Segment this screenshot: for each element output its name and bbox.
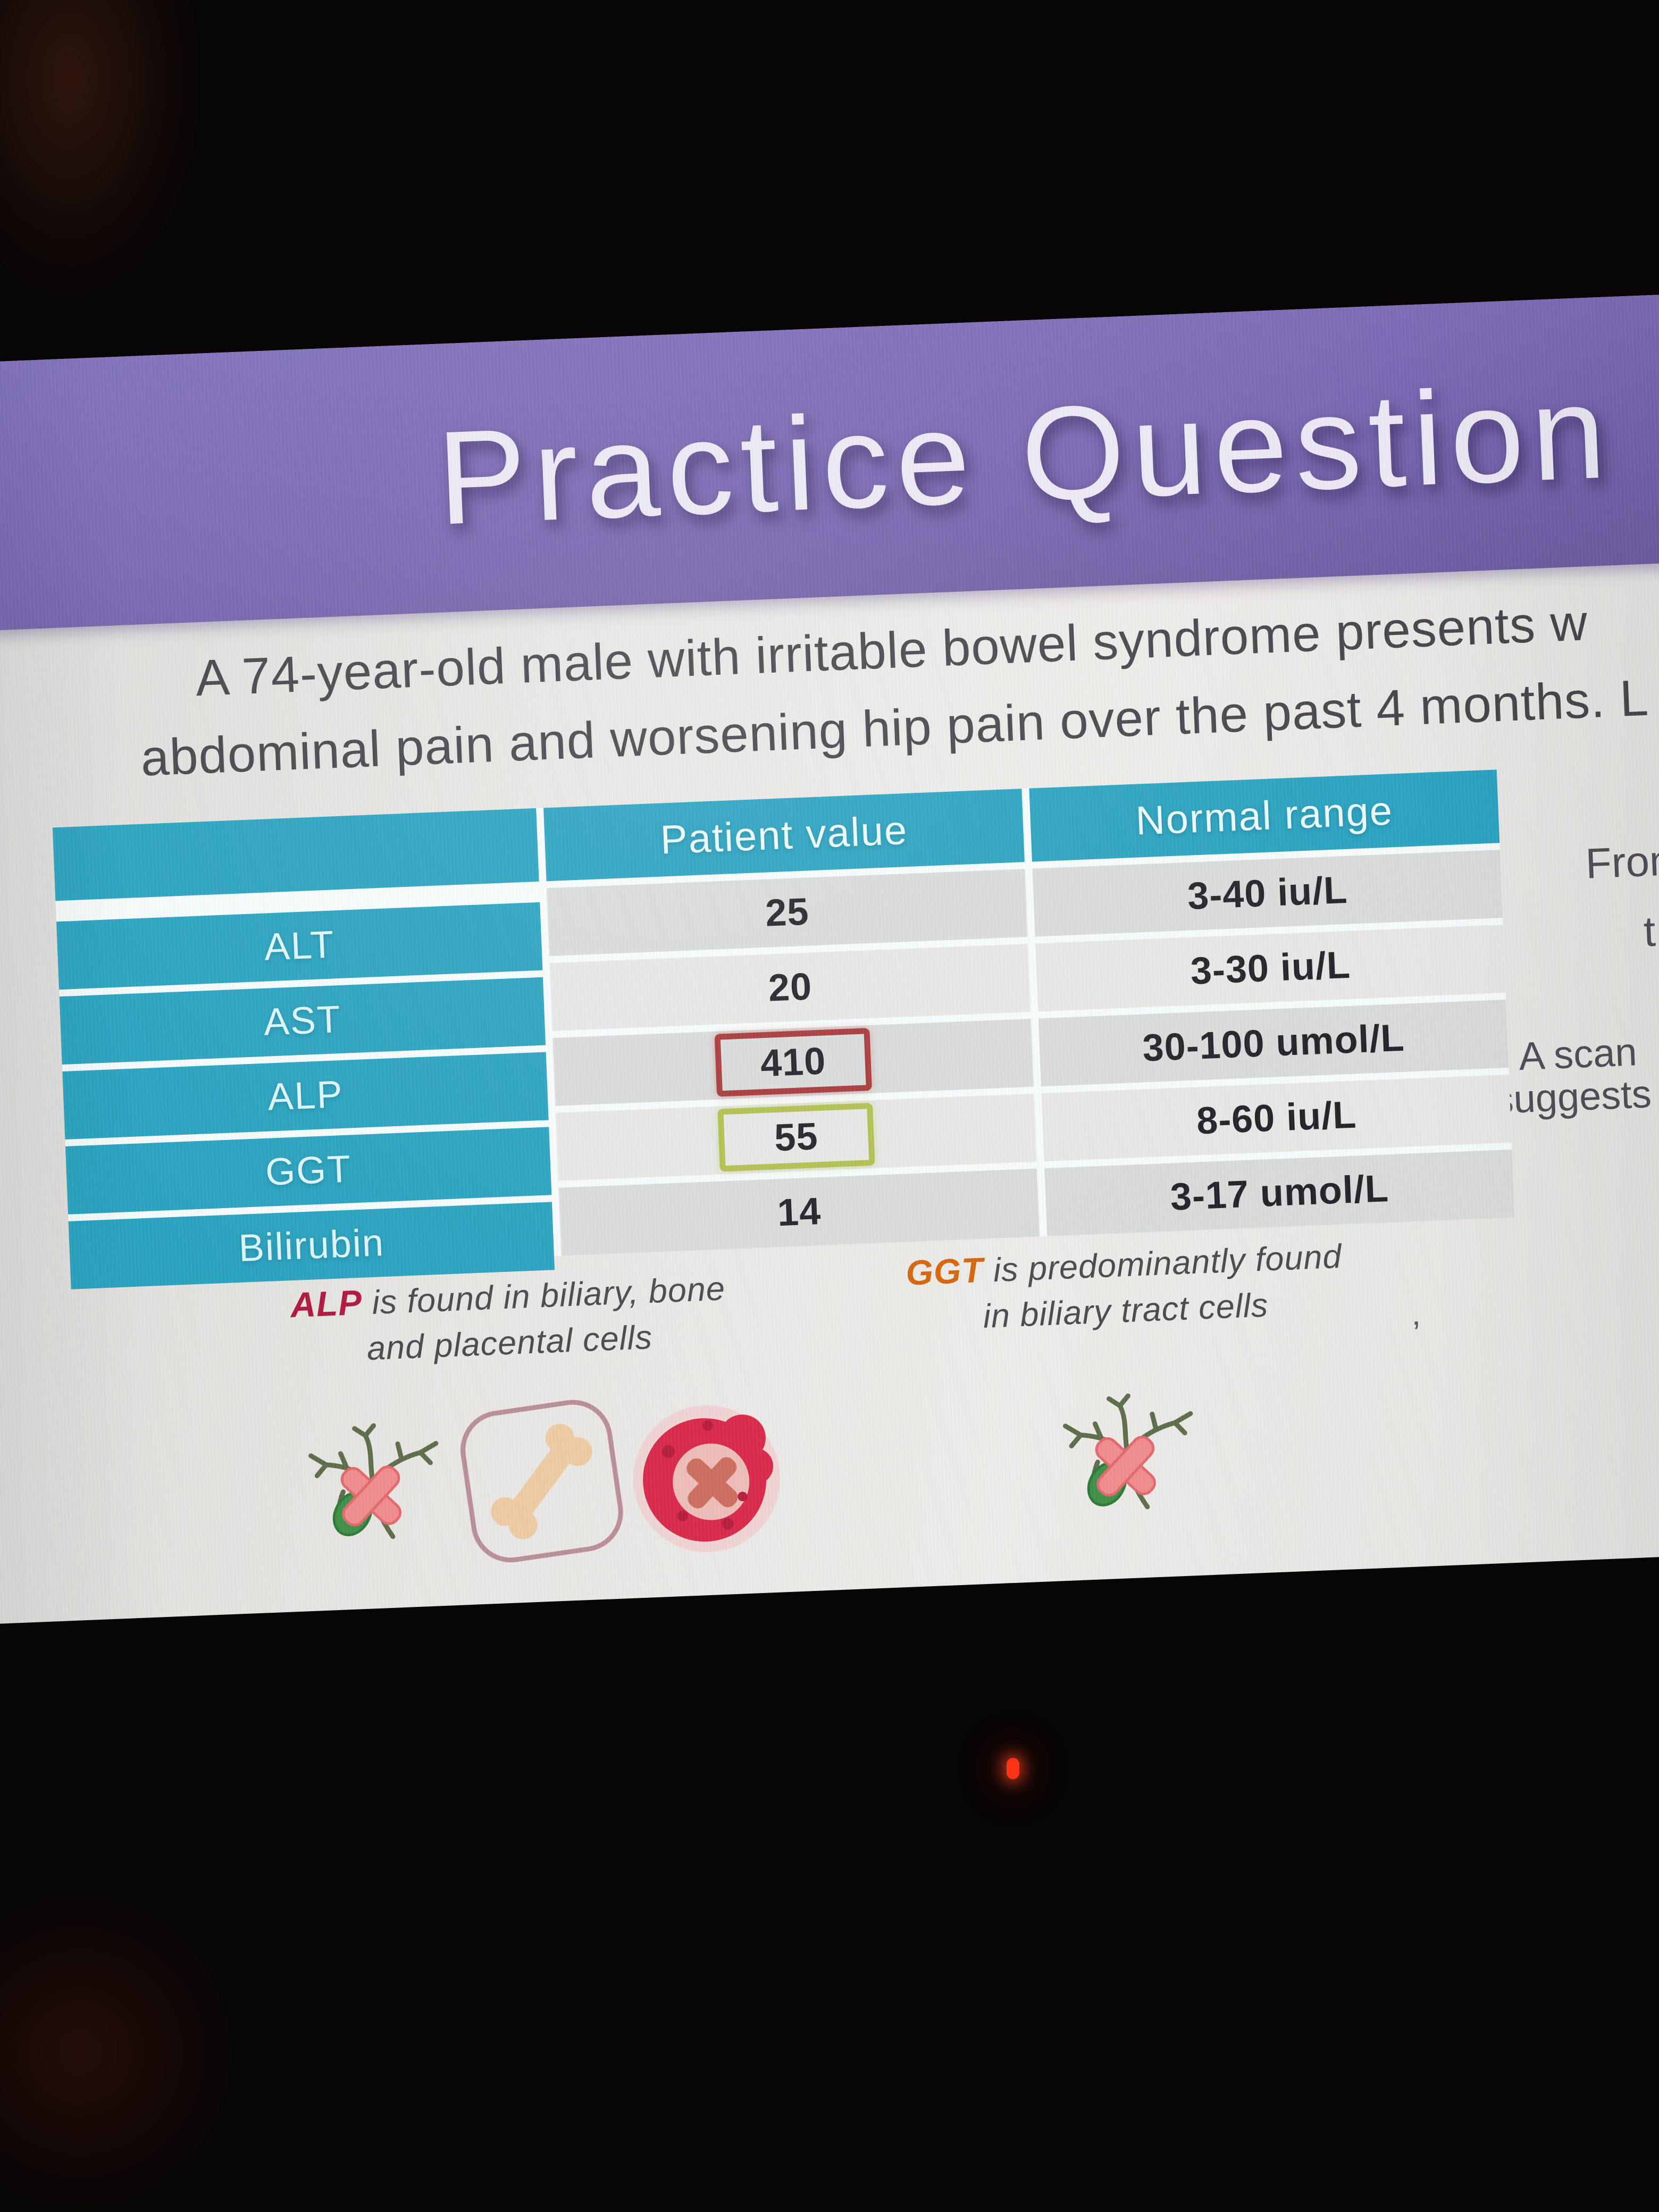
biliary-tree-icon bbox=[1063, 1393, 1193, 1510]
right-edge-fragment-3: A scan bbox=[1518, 1029, 1638, 1079]
range-bilirubin: 3-17 umol/L bbox=[1044, 1149, 1515, 1236]
ggt-term: GGT bbox=[905, 1250, 984, 1293]
value-bilirubin: 14 bbox=[558, 1168, 1040, 1256]
biliary-tree-icon bbox=[308, 1423, 439, 1539]
normal-value-green-box: 55 bbox=[717, 1102, 875, 1172]
value-ast: 20 bbox=[549, 944, 1031, 1032]
header-cell-empty bbox=[52, 808, 539, 901]
range-alp: 30-100 umol/L bbox=[1038, 1000, 1509, 1087]
placental-cells-icon bbox=[633, 1405, 781, 1553]
row-label-alt: ALT bbox=[56, 902, 543, 990]
header-cell-normal-range: Normal range bbox=[1029, 769, 1500, 862]
range-ast: 3-30 iu/L bbox=[1035, 925, 1506, 1012]
alp-note-line2: and placental cells bbox=[366, 1318, 653, 1368]
right-edge-fragment-2: t bbox=[1643, 907, 1657, 956]
right-edge-fragment-1: From bbox=[1585, 836, 1659, 887]
row-label-ggt: GGT bbox=[65, 1127, 552, 1214]
stray-mark: ’ bbox=[1412, 1313, 1421, 1353]
ambient-light-top-left bbox=[0, 0, 276, 404]
power-led-light bbox=[1007, 1758, 1019, 1779]
row-label-ast: AST bbox=[59, 977, 546, 1065]
range-ggt: 8-60 iu/L bbox=[1041, 1074, 1512, 1162]
ggt-note: GGT is predominantly found in biliary tr… bbox=[905, 1237, 1343, 1335]
tv-screen: Practice Question A 74-year-old male wit… bbox=[0, 292, 1659, 1627]
value-alp: 410 bbox=[552, 1018, 1034, 1106]
lab-values-table: Patient value Normal range ALT 25 3-40 i… bbox=[52, 769, 1515, 1289]
abnormal-value-red-box: 410 bbox=[714, 1028, 872, 1097]
row-label-alp: ALP bbox=[62, 1052, 549, 1139]
value-alt: 25 bbox=[547, 869, 1028, 957]
ambient-light-bottom-left bbox=[0, 1829, 404, 2212]
bone-icon bbox=[460, 1400, 623, 1563]
header-cell-patient-value: Patient value bbox=[543, 789, 1025, 882]
alp-term: ALP bbox=[289, 1282, 363, 1325]
ggt-note-line2: in biliary tract cells bbox=[982, 1286, 1269, 1335]
range-alt: 3-40 iu/L bbox=[1032, 850, 1503, 937]
right-edge-fragment-4: suggests bbox=[1493, 1071, 1653, 1122]
page-title: Practice Question bbox=[434, 357, 1616, 552]
value-ggt: 55 bbox=[556, 1093, 1037, 1181]
alp-note: ALP is found in biliary, bone and placen… bbox=[289, 1270, 726, 1368]
